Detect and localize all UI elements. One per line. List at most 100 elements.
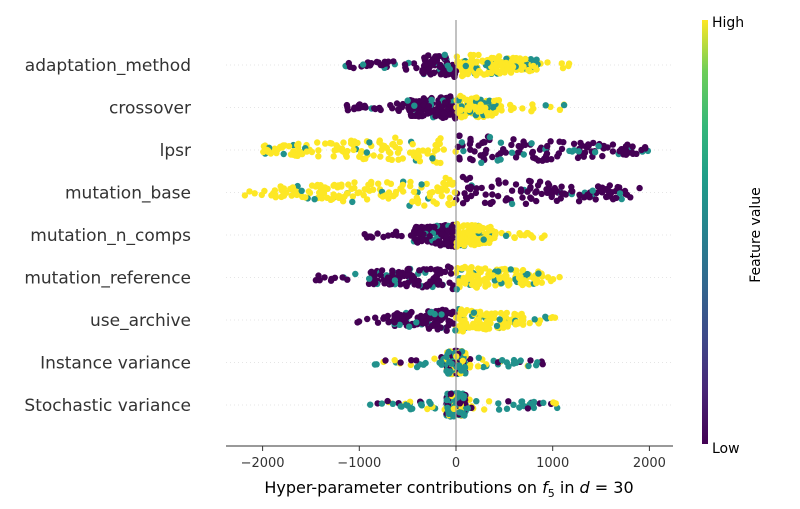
swarm-point <box>444 227 452 234</box>
swarm-point <box>458 113 466 121</box>
swarm-point <box>341 193 348 200</box>
swarm-point <box>417 401 425 408</box>
swarm-point <box>436 139 443 146</box>
swarm-point <box>491 277 498 284</box>
swarm-point <box>443 396 451 404</box>
swarm-point <box>438 311 445 318</box>
swarm-adaptation_method <box>342 51 573 81</box>
swarm-point <box>479 58 486 65</box>
swarm-point <box>389 400 396 407</box>
swarm-point <box>496 316 503 323</box>
swarm-point <box>315 147 322 154</box>
swarm-point <box>503 405 511 412</box>
swarm-point <box>447 264 454 272</box>
swarm-point <box>529 274 536 281</box>
swarm-mutation_base <box>241 173 643 209</box>
swarm-point <box>475 108 482 115</box>
swarm-point <box>512 181 520 188</box>
swarm-point <box>486 239 493 246</box>
swarm-point <box>457 92 464 100</box>
swarm-point <box>560 139 567 146</box>
swarm-point <box>368 178 375 186</box>
swarm-point <box>278 193 285 201</box>
swarm-point <box>570 140 578 147</box>
swarm-point <box>404 402 411 409</box>
swarm-point <box>424 405 431 413</box>
swarm-point <box>384 232 392 239</box>
swarm-point <box>458 306 465 313</box>
swarm-point <box>437 324 444 331</box>
swarm-point <box>367 401 374 408</box>
swarm-point <box>602 186 610 193</box>
swarm-point <box>351 179 358 186</box>
swarm-point <box>357 149 365 157</box>
swarm-point <box>314 139 321 146</box>
swarm-point <box>413 357 420 364</box>
swarm-point <box>528 108 535 115</box>
swarm-point <box>542 313 549 320</box>
swarm-point <box>351 138 358 145</box>
swarm-point <box>558 183 565 190</box>
swarm-point <box>391 277 399 284</box>
swarm-point <box>360 192 367 199</box>
swarm-point <box>321 274 328 281</box>
swarm-point <box>490 54 497 62</box>
swarm-point <box>606 190 613 197</box>
swarm-point <box>384 179 391 186</box>
swarm-point <box>511 234 518 241</box>
swarm-point <box>334 143 341 151</box>
swarm-point <box>441 99 449 106</box>
swarm-point <box>315 153 322 160</box>
swarm-point <box>629 143 636 150</box>
swarm-point <box>569 188 576 195</box>
swarm-point <box>480 236 487 243</box>
swarm-point <box>468 264 475 271</box>
swarm-point <box>315 272 322 279</box>
swarm-point <box>424 147 432 154</box>
swarm-point <box>495 97 503 104</box>
swarm-point <box>443 367 451 375</box>
swarm-point <box>428 96 435 104</box>
swarm-point <box>519 281 526 289</box>
swarm-point <box>452 327 459 334</box>
swarm-point <box>502 149 509 156</box>
swarm-point <box>641 144 649 151</box>
swarm-point <box>460 222 468 229</box>
swarm-point <box>636 184 643 192</box>
swarm-point <box>413 198 420 205</box>
swarm-point <box>447 270 455 277</box>
swarm-point <box>385 148 393 155</box>
swarm-point <box>494 157 501 164</box>
swarm-point <box>445 348 452 356</box>
swarm-point <box>547 138 554 145</box>
swarm-point <box>378 400 386 407</box>
swarm-point <box>462 319 469 327</box>
feature-label: mutation_reference <box>24 269 191 289</box>
feature-label: mutation_base <box>65 184 191 204</box>
swarm-point <box>298 187 305 194</box>
swarm-point <box>246 188 253 195</box>
swarm-point <box>486 227 493 234</box>
swarm-point <box>280 185 288 192</box>
swarm-point <box>419 235 426 243</box>
swarm-point <box>415 282 422 289</box>
swarm-point <box>398 403 405 410</box>
swarm-point <box>372 314 379 321</box>
swarm-point <box>483 146 490 154</box>
swarm-point <box>377 106 384 114</box>
feature-label: lpsr <box>160 141 191 161</box>
swarm-point <box>467 58 475 65</box>
swarm-point <box>374 319 382 326</box>
swarm-point <box>446 65 453 73</box>
swarm-point <box>415 113 422 120</box>
swarm-point <box>433 53 441 60</box>
swarm-point <box>429 155 436 162</box>
swarm-point <box>599 152 606 160</box>
swarm-point <box>556 106 564 114</box>
swarm-point <box>348 185 355 192</box>
swarm-point <box>431 355 438 362</box>
swarm-point <box>558 190 565 197</box>
swarm-point <box>331 274 339 281</box>
swarm-point <box>544 180 552 187</box>
